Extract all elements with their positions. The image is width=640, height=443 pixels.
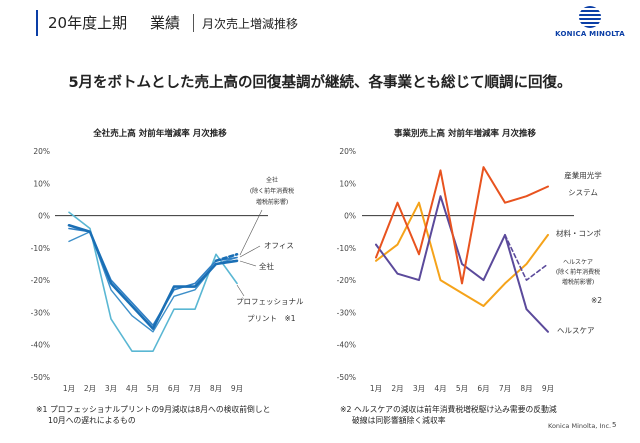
business-series-industrial (375, 166, 549, 285)
company-x-tick: 5月 (147, 384, 159, 393)
company-y-tick: 0% (38, 212, 50, 221)
label-pro: プロフェッショナル (236, 297, 304, 306)
business-x-tick: 3月 (413, 384, 425, 393)
chart-company: 20% 10% 0% -10% -20% -30% -40% -50% 1月 2月 3月 4月 5月 6月… (31, 147, 304, 393)
brand-logo: KONICA MINOLTA (548, 6, 632, 42)
chart-title-company: 全社売上高 対前年増減率 月次推移 (93, 129, 227, 139)
business-y-tick: 0% (344, 212, 356, 221)
business-y-tick: 20% (339, 147, 356, 156)
label-total: 全社 (259, 261, 274, 271)
business-x-tick: 9月 (542, 384, 554, 393)
business-series-healthcare_adj (504, 234, 549, 281)
footnote-2-line-2: 破線は同影響額除く減収率 (352, 416, 446, 425)
label-pro: プリント ※1 (247, 314, 296, 323)
label-total-adj: (除く前年消費税 (250, 187, 294, 195)
label-office: オフィス (264, 241, 294, 250)
label-healthcare-adj: (除く前年消費税 (556, 268, 600, 276)
company-y-tick: 20% (33, 147, 50, 156)
leader-total (239, 260, 257, 267)
footnote-1-line-1: ※1 プロフェッショナルプリントの9月減収は8月への検収前倒しと (36, 405, 271, 414)
business-series-healthcare (375, 195, 549, 333)
header-separator (193, 14, 194, 32)
chart-business: 20% 10% 0% -10% -20% -30% -40% -50% 1月 2月 3月 4月 5月 6月… (337, 147, 603, 393)
company-x-tick: 6月 (168, 384, 180, 393)
company-series-total_adj (214, 253, 239, 263)
company-y-tick: -30% (31, 308, 50, 317)
label-total-adj: 全社 (266, 176, 278, 184)
footnote-1-line-2: 10月への遅れによるもの (48, 416, 136, 425)
label-industrial: システム (568, 188, 598, 197)
header-accent (36, 10, 38, 36)
chart-title-business: 事業別売上高 対前年増減率 月次推移 (394, 129, 536, 139)
business-y-tick: -50% (337, 373, 356, 382)
section-title: 業績 (150, 14, 181, 32)
business-y-tick: -20% (337, 276, 356, 285)
company-x-tick: 1月 (63, 384, 75, 393)
leader-total-adj (239, 209, 263, 256)
business-x-tick: 8月 (520, 384, 532, 393)
label-note-mark: ※2 (591, 296, 602, 305)
company-y-tick: 10% (33, 179, 50, 188)
business-x-tick: 7月 (499, 384, 511, 393)
label-industrial: 産業用光学 (564, 170, 602, 180)
company-y-tick: -40% (31, 341, 50, 350)
period-title: 20年度上期 (48, 14, 128, 32)
page-number: 5 (612, 421, 617, 429)
business-x-tick: 2月 (391, 384, 403, 393)
company-x-tick: 7月 (189, 384, 201, 393)
company-x-tick: 8月 (210, 384, 222, 393)
business-x-tick: 4月 (434, 384, 446, 393)
business-y-tick: -30% (337, 308, 356, 317)
label-materials: 材料・コンポ (556, 228, 601, 238)
company-series-pro (68, 211, 238, 352)
label-healthcare-adj: 増税前影響) (562, 278, 594, 286)
business-series-materials (375, 201, 549, 307)
label-total-adj: 増税前影響) (256, 198, 288, 206)
leader-office (239, 245, 261, 258)
footnote-1: ※1 プロフェッショナルプリントの9月減収は8月への検収前倒しと 10月への遅れ… (36, 404, 306, 426)
footnote-2-line-1: ※2 ヘルスケアの減収は前年消費税増税駆け込み需要の反動減 (340, 405, 557, 414)
company-x-tick: 4月 (126, 384, 138, 393)
globe-icon (579, 6, 601, 28)
business-y-tick: -40% (337, 341, 356, 350)
business-y-tick: 10% (339, 179, 356, 188)
business-x-tick: 5月 (456, 384, 468, 393)
company-x-tick: 3月 (105, 384, 117, 393)
page-subtitle: 月次売上増減推移 (202, 17, 299, 31)
headline: 5月をボトムとした売上高の回復基調が継続、各事業とも総じて順調に回復。 (68, 75, 572, 91)
company-y-tick: -10% (31, 244, 50, 253)
business-x-tick: 1月 (370, 384, 382, 393)
company-y-tick: -50% (31, 373, 50, 382)
header-bar: 20年度上期 業績 月次売上増減推移 KONICA MINOLTA (0, 0, 640, 46)
label-healthcare-adj: ヘルスケア (563, 259, 593, 266)
brand-name: KONICA MINOLTA (555, 30, 625, 38)
company-x-tick: 9月 (231, 384, 243, 393)
footnote-2: ※2 ヘルスケアの減収は前年消費税増税駆け込み需要の反動減 破線は同影響額除く減… (340, 404, 600, 426)
label-healthcare: ヘルスケア (557, 326, 595, 335)
footer-company: Konica Minolta, Inc. (548, 422, 612, 430)
company-y-tick: -20% (31, 276, 50, 285)
business-y-tick: -10% (337, 244, 356, 253)
company-series-total (67, 224, 239, 330)
business-x-tick: 6月 (477, 384, 489, 393)
leader-pro (236, 284, 245, 297)
company-x-tick: 2月 (84, 384, 96, 393)
